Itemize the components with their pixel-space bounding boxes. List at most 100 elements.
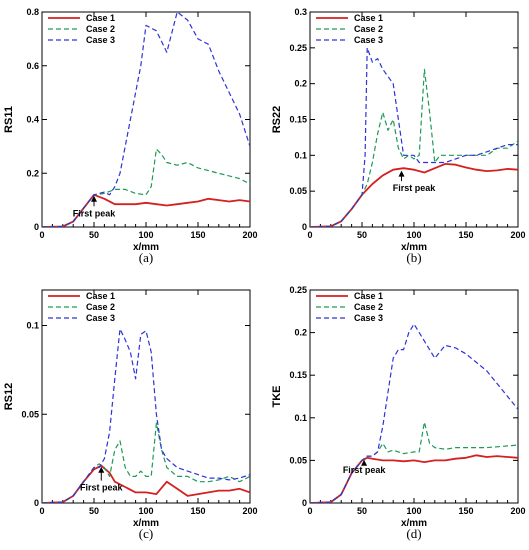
y-tick-label: 0.15 (289, 115, 307, 125)
x-tick-label: 150 (190, 230, 205, 240)
y-tick-label: 0.2 (26, 168, 39, 178)
y-tick-label: 0.2 (294, 79, 307, 89)
y-tick-label: 0.1 (294, 150, 307, 160)
y-tick-label: 0.05 (289, 186, 307, 196)
y-axis-label: TKE (271, 386, 283, 408)
y-axis-label: RS12 (3, 383, 15, 411)
x-tick-label: 50 (357, 506, 367, 516)
series-line-case-3 (310, 323, 518, 503)
plot-frame-c (41, 289, 251, 504)
y-tick-label: 0.8 (26, 7, 39, 17)
x-axis-label: x/mm (401, 518, 427, 529)
series-line-case-3 (42, 328, 250, 503)
legend-label-case-1: Case 1 (354, 291, 383, 301)
x-axis-label: x/mm (401, 242, 427, 253)
series-line-case-2 (42, 422, 250, 503)
legend-label-case-1: Case 1 (354, 13, 383, 23)
x-tick-label: 100 (138, 506, 153, 516)
x-axis-label: x/mm (133, 242, 159, 253)
legend-label-case-2: Case 2 (354, 24, 383, 34)
annotation-arrow-head (398, 170, 405, 177)
y-tick-label: 0.05 (21, 409, 39, 419)
subfigure-caption: (a) (139, 250, 153, 265)
x-tick-label: 0 (39, 230, 44, 240)
x-tick-label: 0 (307, 230, 312, 240)
series-line-case-1 (42, 464, 250, 503)
annotation-first-peak: First peak (393, 183, 437, 193)
annotation-arrow-head (91, 195, 97, 202)
y-tick-label: 0 (34, 498, 39, 508)
y-tick-label: 0.15 (289, 370, 307, 380)
series-line-case-3 (310, 47, 518, 227)
series-line-case-1 (310, 454, 518, 503)
legend-label-case-3: Case 3 (354, 313, 383, 323)
x-tick-label: 100 (138, 230, 153, 240)
x-tick-label: 0 (307, 506, 312, 516)
annotation-first-peak: First peak (73, 208, 117, 218)
x-tick-label: 50 (89, 230, 99, 240)
x-tick-label: 200 (510, 230, 525, 240)
annotation-first-peak: First peak (343, 465, 387, 475)
x-tick-label: 200 (242, 230, 257, 240)
chart-b: 0 50 100 150 200 0 0.05 0.1 0.15 0.2 0.25 0.3 x/mm RS… (271, 7, 526, 265)
subfigure-caption: (c) (139, 526, 153, 541)
legend-label-case-3: Case 3 (86, 35, 115, 45)
legend-label-case-3: Case 3 (354, 35, 383, 45)
x-axis-label: x/mm (133, 518, 159, 529)
x-tick-label: 0 (39, 506, 44, 516)
legend-label-case-2: Case 2 (86, 24, 115, 34)
plot-frame-a (41, 11, 251, 228)
y-tick-label: 0.25 (289, 285, 307, 295)
x-tick-label: 150 (190, 506, 205, 516)
y-axis-label: RS11 (3, 106, 15, 133)
x-tick-label: 50 (89, 506, 99, 516)
x-tick-label: 150 (458, 506, 473, 516)
y-tick-label: 0.05 (289, 455, 307, 465)
x-tick-label: 200 (242, 506, 257, 516)
series-line-case-3 (42, 12, 250, 227)
chart-d: 0 50 100 150 200 0 0.05 0.1 0.15 0.2 0.25 x/mm TKE Ca… (271, 285, 526, 541)
x-tick-label: 100 (406, 506, 421, 516)
series-group (42, 328, 250, 503)
x-tick-label: 50 (357, 230, 367, 240)
series-group (42, 12, 250, 227)
y-tick-label: 0.1 (26, 321, 39, 331)
x-tick-label: 200 (510, 506, 525, 516)
y-tick-label: 0.2 (294, 328, 307, 338)
y-tick-label: 0.1 (294, 413, 307, 423)
legend-label-case-2: Case 2 (86, 302, 115, 312)
legend-label-case-3: Case 3 (86, 313, 115, 323)
plot-frame-d (309, 289, 519, 504)
subfigure-caption: (b) (406, 250, 421, 265)
annotation-arrow-head (98, 466, 105, 473)
series-line-case-2 (310, 421, 518, 503)
x-tick-label: 150 (458, 230, 473, 240)
y-tick-label: 0 (34, 222, 39, 232)
series-group (310, 47, 518, 227)
x-tick-label: 100 (406, 230, 421, 240)
legend-label-case-1: Case 1 (86, 13, 115, 23)
series-group (310, 323, 518, 503)
series-line-case-2 (310, 68, 518, 227)
series-line-case-1 (310, 162, 518, 227)
legend-label-case-1: Case 1 (86, 291, 115, 301)
annotation-first-peak: First peak (80, 483, 124, 493)
subfigure-caption: (d) (406, 526, 421, 541)
y-tick-label: 0.6 (26, 61, 39, 71)
plot-frame-b (309, 11, 519, 228)
annotation-arrow-head (361, 459, 368, 466)
y-tick-label: 0.25 (289, 43, 307, 53)
y-tick-label: 0.4 (26, 115, 39, 125)
y-axis-label: RS22 (271, 106, 283, 134)
y-tick-label: 0.3 (294, 7, 307, 17)
y-tick-label: 0 (302, 222, 307, 232)
y-tick-label: 0 (302, 498, 307, 508)
legend-label-case-2: Case 2 (354, 302, 383, 312)
